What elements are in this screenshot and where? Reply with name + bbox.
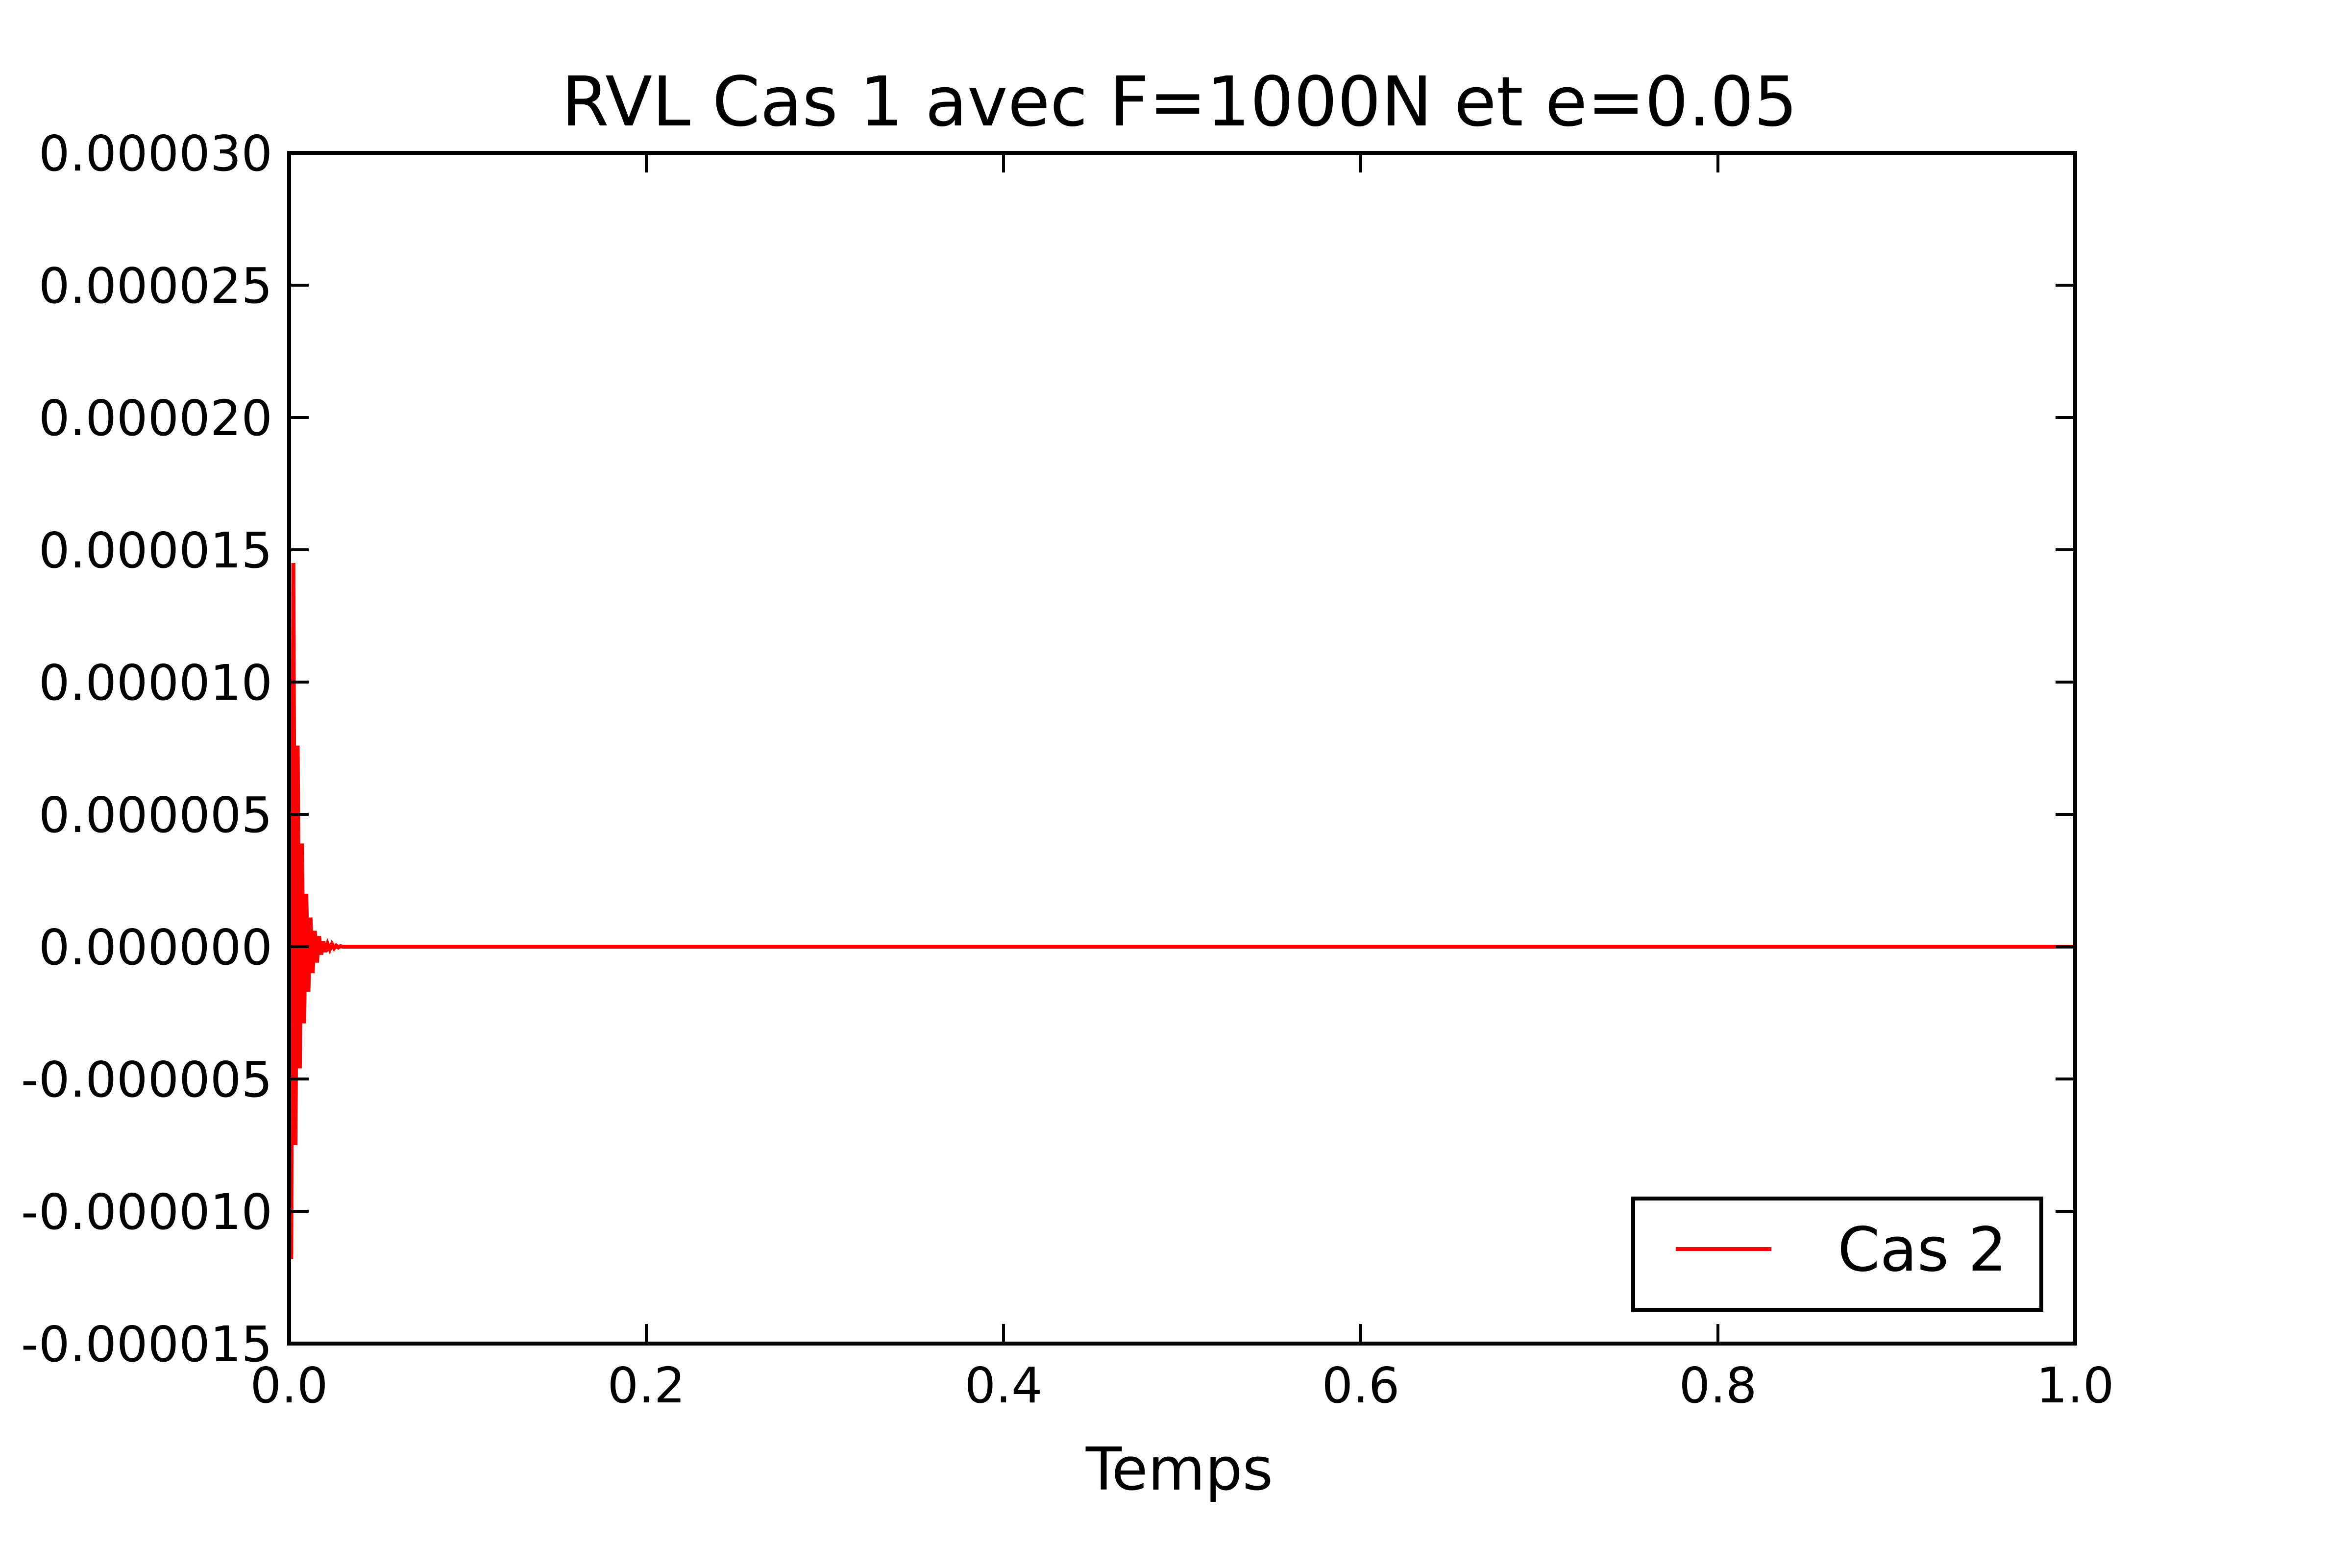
series-line-0 [287, 563, 2075, 1259]
y-tick-label: 0.000020 [39, 390, 272, 447]
x-tick-label: 0.2 [607, 1357, 685, 1414]
y-tick-label: 0.000025 [39, 257, 272, 315]
y-tick-label: -0.000010 [21, 1183, 272, 1241]
y-tick-label: -0.000005 [21, 1051, 272, 1108]
x-axis-ticks: 0.0 0.2 0.4 0.6 0.8 1.0 [250, 153, 2114, 1414]
y-tick-label: 0.000030 [39, 125, 272, 182]
x-tick-label: 0.8 [1679, 1357, 1757, 1414]
legend: Cas 2 [1631, 1197, 2043, 1312]
x-tick-label: 1.0 [2036, 1357, 2114, 1414]
x-tick-label: 0.4 [964, 1357, 1042, 1414]
legend-box [1631, 1197, 2043, 1312]
x-axis-label: Temps [1085, 1436, 1273, 1504]
y-tick-label: 0.000010 [39, 654, 272, 711]
chart-title: RVL Cas 1 avec F=1000N et e=0.05 [562, 62, 1798, 142]
legend-label: Cas 2 [1838, 1215, 2007, 1285]
x-tick-label: 0.0 [250, 1357, 328, 1414]
y-tick-label: 0.000000 [39, 919, 272, 976]
plot-lines [287, 563, 2075, 1259]
y-tick-label: 0.000005 [39, 786, 272, 844]
y-axis-ticks: -0.000015 -0.000010 -0.000005 0.000000 0.000… [21, 125, 2075, 1373]
plot-frame [287, 151, 2077, 1346]
y-tick-label: 0.000015 [39, 522, 272, 579]
y-tick-label: -0.000015 [21, 1316, 272, 1373]
x-tick-label: 0.6 [1322, 1357, 1399, 1414]
